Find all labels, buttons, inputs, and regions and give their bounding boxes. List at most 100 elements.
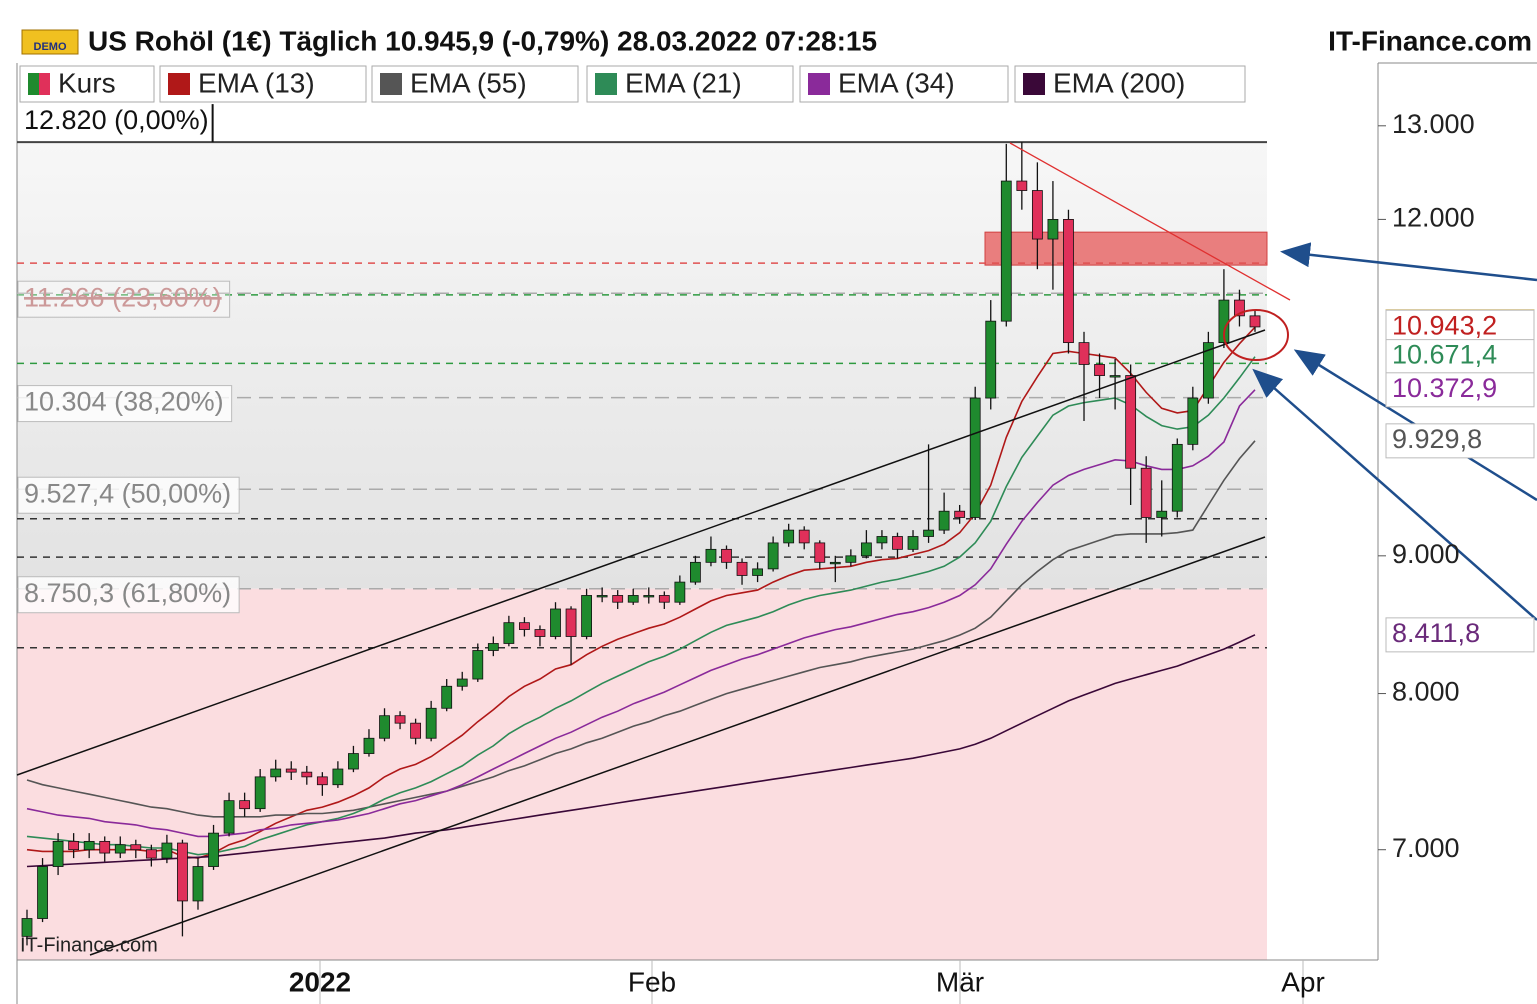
legend-box [371, 65, 579, 103]
trend-line [1009, 142, 1291, 301]
candle-body [487, 643, 499, 651]
price-tag: 8.411,8 [1392, 618, 1480, 648]
candle-body [410, 722, 422, 739]
candle-body [145, 849, 157, 859]
legend-label: EMA (21) [625, 67, 742, 98]
candle-body [1000, 180, 1012, 322]
candle-body [814, 542, 826, 563]
candle-body [1187, 397, 1199, 445]
legend-label: EMA (55) [410, 67, 527, 98]
fib-label-box [17, 280, 231, 318]
candle-body [1047, 219, 1059, 240]
fib-label: 9.527,4 (50,00%) [24, 478, 231, 508]
channel-lower [89, 536, 1266, 956]
candle-body [363, 737, 375, 754]
price-tag-box [1385, 339, 1535, 375]
candle-body [425, 707, 437, 739]
candle-body [301, 771, 313, 778]
candle-body [767, 542, 779, 570]
badge-icon [21, 29, 79, 55]
price-tag-box [1385, 617, 1535, 653]
candle-body [845, 555, 857, 563]
price-tag: 9.929,8 [1392, 424, 1482, 454]
candle-body [1094, 364, 1105, 376]
candle-body [519, 622, 530, 630]
candle-body [223, 800, 235, 834]
fib-label: 12.820 (0,00%) [24, 105, 209, 135]
candle-body [1031, 190, 1043, 240]
background [16, 62, 1537, 1004]
candle-body [270, 768, 282, 778]
candle-body [1078, 342, 1090, 365]
candle-body [114, 844, 126, 854]
candle-body [192, 866, 204, 902]
candle-body [1171, 443, 1183, 512]
price-tag: 10.671,4 [1392, 340, 1497, 370]
x-tick-label: Feb [628, 966, 676, 997]
candle-body [161, 842, 173, 859]
candle-body [1063, 219, 1074, 344]
legend-swatch [39, 73, 50, 95]
fib-label-box [17, 576, 240, 614]
fib-label: 8.750,3 (61,80%) [24, 578, 231, 608]
candle-body [83, 840, 95, 851]
candle-body [456, 678, 468, 687]
y-tick-label: 9.000 [1392, 539, 1460, 569]
source: IT-Finance.com [1328, 25, 1532, 56]
candle-body [829, 561, 841, 565]
fib-label: 10.304 (38,20%) [24, 387, 224, 417]
candle-body [177, 842, 188, 902]
candle-body [52, 840, 64, 867]
legend-label: EMA (200) [1053, 67, 1185, 98]
chart-title: US Rohöl (1€) Täglich 10.945,9 (-0,79%) … [88, 25, 877, 56]
candle-body [1156, 510, 1168, 518]
candle-body [254, 776, 266, 810]
pink-band [17, 588, 1267, 960]
candle-body [736, 561, 748, 576]
badge: DEMO [34, 41, 67, 53]
x-tick-label: 2022 [289, 966, 351, 997]
candle-body [441, 685, 453, 709]
legend-box [1014, 65, 1246, 103]
ema-line [26, 389, 1256, 838]
legend-swatch [595, 73, 617, 95]
fib-band [17, 142, 1267, 589]
candle-body [581, 595, 592, 637]
candle-body [892, 536, 903, 550]
y-tick-label: 13.000 [1392, 109, 1475, 139]
y-tick-label: 7.000 [1392, 833, 1460, 863]
price-tag-box [1385, 372, 1535, 408]
legend-label: EMA (13) [198, 67, 315, 98]
y-tick-label: 8.000 [1392, 677, 1460, 707]
candle-body [37, 866, 48, 919]
price-tag: 10.943,2 [1392, 310, 1497, 340]
highlight-circle [1223, 309, 1289, 361]
legend-box [586, 65, 794, 103]
ema-line [26, 356, 1256, 856]
legend-box [799, 65, 1009, 103]
candle-body [969, 397, 981, 518]
arrow [1252, 368, 1537, 621]
candle-body [21, 918, 33, 937]
candle-body [752, 568, 763, 576]
candle-body [1125, 375, 1137, 469]
candle-body [907, 536, 919, 550]
legend-swatch [1023, 73, 1045, 95]
candle-body [394, 715, 406, 724]
candle-body [798, 529, 810, 544]
legend-label: Kurs [58, 67, 116, 98]
candle-body [379, 715, 390, 739]
ema-line [26, 326, 1256, 859]
candle-body [923, 529, 934, 537]
resistance-zone [984, 231, 1268, 266]
candle-body [705, 548, 717, 563]
x-tick-label: Apr [1281, 966, 1325, 997]
overlay: 12.820 (0,00%) 11.266 (23,60%) 10.304 (38,… [17, 65, 1535, 1004]
candle-body [348, 753, 359, 770]
candle-body [316, 776, 328, 786]
candle-body [68, 840, 80, 851]
candle-body [550, 608, 561, 637]
candle-body [627, 595, 639, 603]
price-tag-box [1385, 423, 1535, 459]
legend-label: EMA (34) [838, 67, 955, 98]
